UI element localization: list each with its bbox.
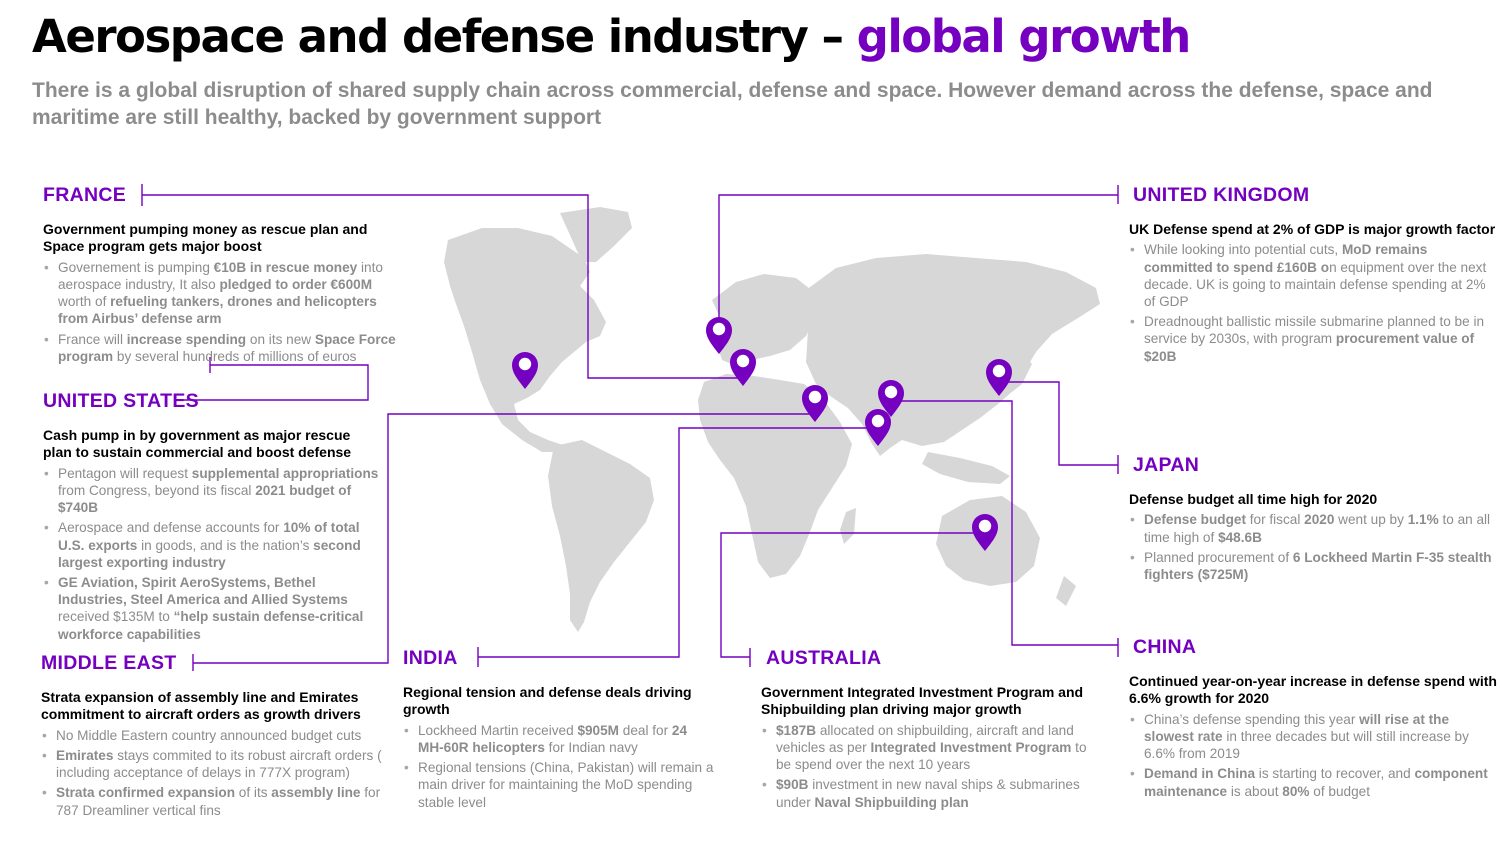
bullet-list-china: China’s defense spending this year will … bbox=[1129, 711, 1497, 800]
bullet-item: China’s defense spending this year will … bbox=[1129, 711, 1497, 763]
region-australia: AUSTRALIA Government Integrated Investme… bbox=[761, 646, 1091, 814]
region-title-united-kingdom: UNITED KINGDOM bbox=[1133, 184, 1310, 206]
japan-connector bbox=[1000, 381, 1119, 474]
bullet-list-india: Lockheed Martin received $905M deal for … bbox=[403, 722, 715, 811]
bullet-item: Pentagon will request supplemental appro… bbox=[43, 465, 379, 517]
bullet-item: Governement is pumping €10B in rescue mo… bbox=[43, 259, 403, 328]
region-title-japan: JAPAN bbox=[1133, 454, 1200, 476]
bullet-item: Demand in China is starting to recover, … bbox=[1129, 765, 1497, 799]
bullet-item: While looking into potential cuts, MoD r… bbox=[1129, 241, 1497, 310]
bullet-list-united-states: Pentagon will request supplemental appro… bbox=[43, 465, 379, 643]
bullet-item: Defense budget for fiscal 2020 went up b… bbox=[1129, 511, 1497, 545]
bullet-item: No Middle Eastern country announced budg… bbox=[41, 727, 401, 744]
bullet-item: Regional tensions (China, Pakistan) will… bbox=[403, 759, 715, 811]
bullet-item: Strata confirmed expansion of its assemb… bbox=[41, 784, 401, 818]
china-connector bbox=[890, 400, 1119, 657]
page-title: Aerospace and defense industry – global … bbox=[32, 8, 1192, 66]
bullet-list-australia: $187B allocated on shipbuilding, aircraf… bbox=[761, 722, 1091, 811]
madagascar bbox=[840, 508, 856, 544]
title-accent-text: global growth bbox=[856, 10, 1192, 63]
region-headline-united-states: Cash pump in by government as major resc… bbox=[43, 427, 352, 461]
page-subtitle: There is a global disruption of shared s… bbox=[32, 79, 1433, 129]
north-america bbox=[444, 228, 606, 452]
bullet-item: Emirates stays commited to its robust ai… bbox=[41, 747, 401, 781]
south-america bbox=[548, 440, 654, 632]
region-middle-east: MIDDLE EAST Strata expansion of assembly… bbox=[41, 651, 401, 822]
bullet-item: Lockheed Martin received $905M deal for … bbox=[403, 722, 715, 756]
region-title-united-states: UNITED STATES bbox=[43, 390, 199, 412]
bullet-item: Aerospace and defense accounts for 10% o… bbox=[43, 519, 379, 571]
uk-connector bbox=[718, 185, 1119, 328]
region-india: INDIA Regional tension and defense deals… bbox=[403, 646, 715, 814]
region-headline-united-kingdom: UK Defense spend at 2% of GDP is major g… bbox=[1129, 221, 1496, 237]
region-china: CHINA Continued year-on-year increase in… bbox=[1129, 635, 1497, 803]
region-title-middle-east: MIDDLE EAST bbox=[41, 652, 177, 674]
region-title-india: INDIA bbox=[403, 647, 458, 669]
africa bbox=[698, 374, 852, 578]
bullet-list-japan: Defense budget for fiscal 2020 went up b… bbox=[1129, 511, 1497, 583]
india-connector bbox=[477, 427, 876, 667]
bullet-item: France will increase spending on its new… bbox=[43, 331, 403, 365]
region-headline-china: Continued year-on-year increase in defen… bbox=[1129, 673, 1497, 707]
title-main-text: Aerospace and defense industry – bbox=[32, 10, 857, 63]
region-headline-japan: Defense budget all time high for 2020 bbox=[1129, 491, 1378, 507]
bullet-item: Planned procurement of 6 Lockheed Martin… bbox=[1129, 549, 1497, 583]
connector-lines bbox=[141, 184, 1119, 671]
region-japan: JAPAN Defense budget all time high for 2… bbox=[1129, 453, 1497, 586]
asia bbox=[806, 254, 1100, 456]
bullet-list-middle-east: No Middle Eastern country announced budg… bbox=[41, 727, 401, 819]
australia-connector bbox=[720, 532, 982, 667]
region-headline-middle-east: Strata expansion of assembly line and Em… bbox=[41, 689, 361, 723]
continents bbox=[444, 207, 1100, 632]
bullet-item: $90B investment in new naval ships & sub… bbox=[761, 776, 1091, 810]
bullet-list-united-kingdom: While looking into potential cuts, MoD r… bbox=[1129, 241, 1497, 364]
region-title-china: CHINA bbox=[1133, 636, 1197, 658]
bullet-item: $187B allocated on shipbuilding, aircraf… bbox=[761, 722, 1091, 774]
region-france: FRANCE Government pumping money as rescu… bbox=[43, 183, 403, 368]
greenland bbox=[560, 207, 632, 262]
middle-east-connector bbox=[192, 413, 812, 671]
region-united-kingdom: UNITED KINGDOM UK Defense spend at 2% of… bbox=[1129, 183, 1497, 368]
bullet-list-france: Governement is pumping €10B in rescue mo… bbox=[43, 259, 403, 365]
bullet-item: GE Aviation, Spirit AeroSystems, Bethel … bbox=[43, 574, 379, 643]
region-title-france: FRANCE bbox=[43, 184, 127, 206]
southeast-asia-islands bbox=[922, 452, 1010, 484]
region-headline-france: Government pumping money as rescue plan … bbox=[43, 221, 368, 255]
bullet-item: Dreadnought ballistic missile submarine … bbox=[1129, 313, 1497, 365]
new-zealand bbox=[1056, 576, 1076, 606]
france-connector bbox=[141, 184, 742, 379]
region-headline-india: Regional tension and defense deals drivi… bbox=[403, 684, 692, 718]
europe bbox=[712, 274, 816, 366]
region-title-australia: AUSTRALIA bbox=[766, 647, 882, 669]
region-headline-australia: Government Integrated Investment Program… bbox=[761, 684, 1084, 718]
region-united-states: UNITED STATES Cash pump in by government… bbox=[43, 389, 379, 646]
